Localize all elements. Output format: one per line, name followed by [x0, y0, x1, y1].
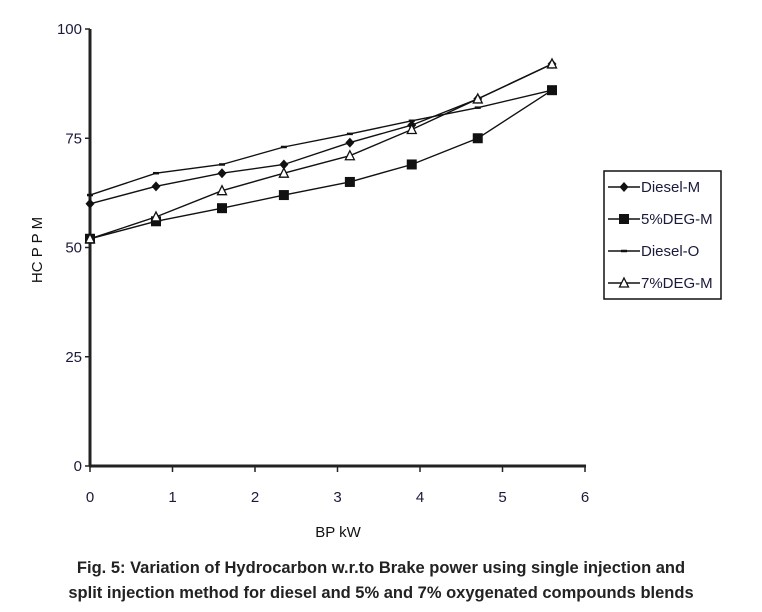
series-group — [84, 57, 558, 244]
data-point — [344, 149, 356, 161]
series-line — [89, 63, 553, 240]
data-point — [217, 168, 227, 179]
legend-marker — [619, 182, 629, 192]
legend-item: Diesel-O — [608, 243, 699, 260]
legend-item: Diesel-M — [608, 179, 700, 196]
data-point — [472, 133, 483, 144]
hc-vs-bp-chart: 0 25 50 75 100 0 1 2 3 4 5 6 BP kW HC P P M Diesel… — [29, 21, 722, 541]
data-point — [472, 92, 484, 104]
data-point — [151, 181, 161, 192]
x-tick-label: 2 — [251, 489, 259, 506]
x-tick-label: 3 — [333, 489, 341, 506]
data-point — [216, 184, 228, 196]
legend-label: 5%DEG-M — [641, 211, 713, 228]
series-7-deg-m — [84, 57, 558, 244]
data-point — [217, 203, 227, 214]
y-tick-label: 100 — [57, 21, 82, 38]
y-tick-label: 0 — [74, 458, 82, 475]
data-point — [84, 232, 96, 244]
data-point — [150, 210, 162, 222]
legend-item: 5%DEG-M — [608, 211, 713, 228]
y-axis-title: HC P P M — [29, 217, 46, 283]
x-tick-label: 0 — [86, 489, 94, 506]
x-axis-title: BP kW — [315, 524, 361, 541]
data-point — [406, 123, 418, 135]
y-ticks: 0 25 50 75 100 — [57, 21, 90, 475]
axes — [88, 29, 586, 468]
figure-caption: Fig. 5: Variation of Hydrocarbon w.r.to … — [0, 556, 762, 606]
x-tick-label: 1 — [168, 489, 176, 506]
series-line — [89, 89, 553, 240]
legend: Diesel-M 5%DEG-M Diesel-O 7%DEG-M — [603, 170, 722, 300]
caption-line-2: split injection method for diesel and 5%… — [68, 584, 694, 602]
data-point — [345, 137, 355, 148]
data-point — [278, 166, 290, 178]
caption-line-1: Fig. 5: Variation of Hydrocarbon w.r.to … — [76, 559, 686, 577]
data-point — [546, 57, 558, 69]
legend-label: Diesel-O — [641, 243, 699, 260]
x-ticks: 0 1 2 3 4 5 6 — [86, 466, 589, 506]
y-tick-label: 75 — [65, 130, 82, 147]
legend-label: 7%DEG-M — [641, 275, 713, 292]
x-tick-label: 4 — [416, 489, 424, 506]
legend-label: Diesel-M — [641, 179, 700, 196]
x-tick-label: 5 — [498, 489, 506, 506]
legend-marker — [618, 276, 630, 288]
series-line — [89, 89, 553, 196]
y-tick-label: 50 — [65, 240, 82, 257]
x-tick-label: 6 — [581, 489, 589, 506]
data-point — [85, 198, 95, 209]
legend-item: 7%DEG-M — [608, 275, 713, 292]
data-point — [344, 176, 355, 187]
series-diesel-o — [87, 88, 555, 197]
y-tick-label: 25 — [65, 349, 82, 366]
data-point — [278, 190, 289, 201]
data-point — [406, 159, 417, 170]
data-point — [279, 159, 289, 170]
legend-marker — [619, 214, 629, 224]
